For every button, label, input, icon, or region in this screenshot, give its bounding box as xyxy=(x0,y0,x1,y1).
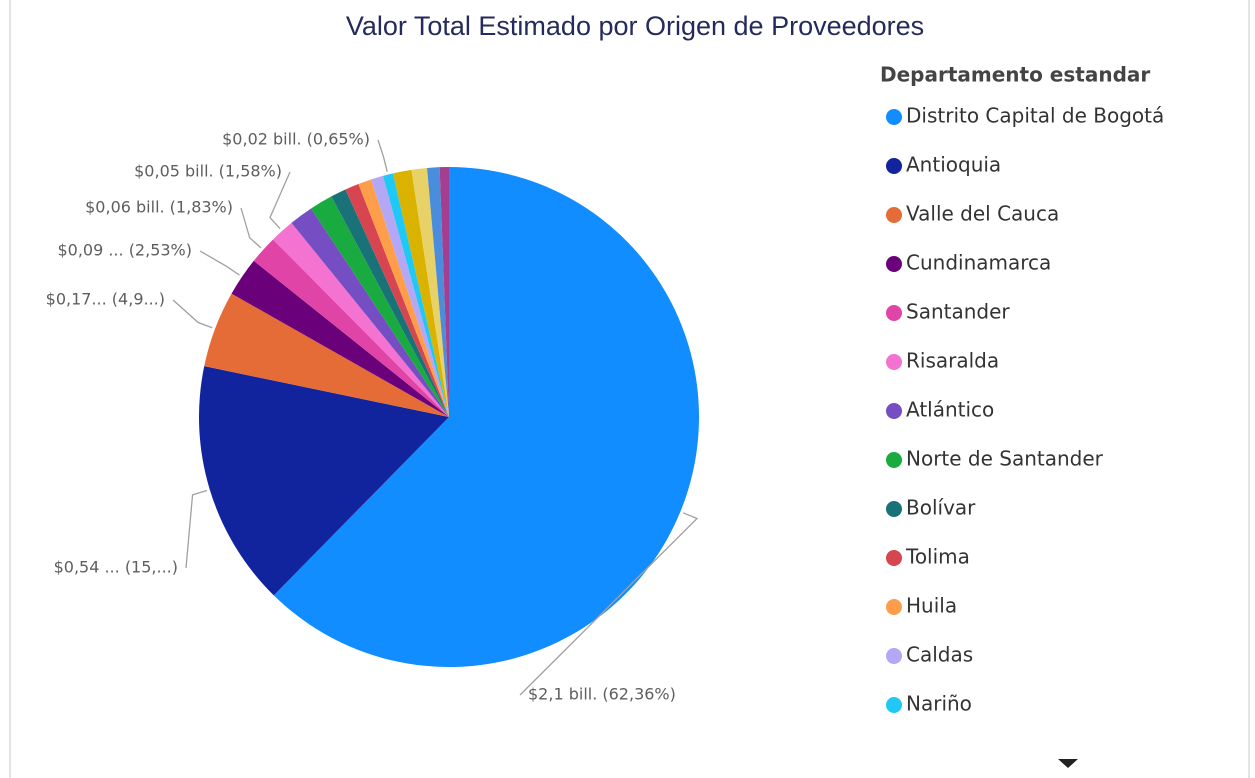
legend-label: Distrito Capital de Bogotá xyxy=(906,104,1164,128)
legend-label: Antioquia xyxy=(906,153,1001,177)
data-label: $0,05 bill. (1,58%) xyxy=(134,162,282,181)
legend-label: Valle del Cauca xyxy=(906,202,1059,226)
legend-label: Cundinamarca xyxy=(906,251,1051,275)
leader-line xyxy=(185,489,208,569)
pie-slice xyxy=(383,173,449,417)
pie-slice xyxy=(199,366,449,596)
legend-marker xyxy=(886,599,902,615)
legend-label: Norte de Santander xyxy=(906,447,1104,471)
pie-slice xyxy=(291,208,449,417)
legend-label: Nariño xyxy=(906,692,972,716)
data-label: $0,17... (4,9...) xyxy=(46,290,165,309)
leader-line xyxy=(519,512,699,696)
leader-line xyxy=(199,250,240,276)
chart-title: Valor Total Estimado por Origen de Prove… xyxy=(346,11,924,41)
leader-line xyxy=(240,207,262,249)
legend-marker xyxy=(886,550,902,566)
legend-label: Tolima xyxy=(905,545,970,569)
legend-marker xyxy=(886,403,902,419)
pie-slice xyxy=(311,196,449,417)
leader-line xyxy=(172,299,213,329)
legend-title: Departamento estandar xyxy=(880,63,1150,87)
legend-marker xyxy=(886,305,902,321)
legend-marker xyxy=(886,207,902,223)
data-label: $0,09 ... (2,53%) xyxy=(57,241,192,260)
legend-label: Risaralda xyxy=(906,349,999,373)
legend-label: Bolívar xyxy=(906,496,976,520)
legend-marker xyxy=(886,452,902,468)
data-label: $0,54 ... (15,...) xyxy=(54,558,178,577)
pie-slice xyxy=(370,175,449,417)
data-label: $0,06 bill. (1,83%) xyxy=(85,198,233,217)
pie-slice xyxy=(331,189,449,417)
legend-marker xyxy=(886,256,902,272)
legend-marker xyxy=(886,354,902,370)
leader-line xyxy=(377,139,388,172)
legend-label: Santander xyxy=(906,300,1010,324)
pie-slice xyxy=(273,167,699,667)
pie-slice xyxy=(253,239,449,417)
legend-scroll-arrow[interactable] xyxy=(1058,759,1078,768)
pie-slice xyxy=(204,293,449,417)
pie-slice xyxy=(358,179,449,417)
legend-marker xyxy=(886,697,902,713)
legend-marker xyxy=(886,158,902,174)
legend-marker xyxy=(886,109,902,125)
leader-line xyxy=(269,171,291,230)
legend-marker xyxy=(886,648,902,664)
legend-label: Atlántico xyxy=(906,398,994,422)
pie-slice xyxy=(427,167,449,417)
pie-slice xyxy=(392,169,449,417)
pie-slice xyxy=(439,167,449,417)
data-label: $2,1 bill. (62,36%) xyxy=(528,685,676,704)
pie-slice xyxy=(231,260,449,417)
legend-marker xyxy=(886,501,902,517)
legend-label: Huila xyxy=(906,594,957,618)
legend-label: Caldas xyxy=(906,643,973,667)
data-label: $0,02 bill. (0,65%) xyxy=(222,130,370,149)
pie-slice xyxy=(273,222,449,417)
pie-slice xyxy=(345,183,449,417)
pie-slice xyxy=(411,167,449,417)
